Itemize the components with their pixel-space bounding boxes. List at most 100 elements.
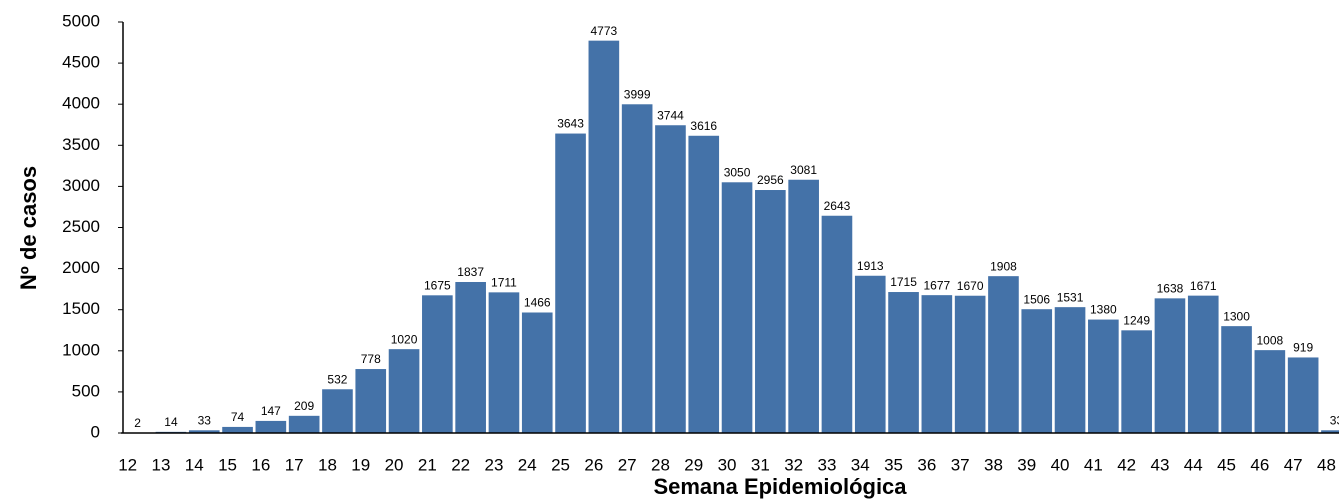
- value-label: 1020: [391, 332, 418, 346]
- value-label: 1677: [923, 278, 950, 292]
- bar: [355, 369, 387, 433]
- x-tick-label: 40: [1051, 455, 1070, 474]
- bar: [954, 295, 986, 433]
- bar: [1054, 307, 1086, 433]
- value-label: 14: [164, 415, 178, 429]
- x-tick-label: 21: [418, 455, 437, 474]
- y-tick-label: 4500: [62, 53, 100, 72]
- bar: [788, 179, 819, 433]
- x-tick-label: 18: [318, 455, 337, 474]
- bar: [755, 190, 786, 433]
- value-label: 147: [261, 404, 281, 418]
- x-tick-label: 35: [884, 455, 903, 474]
- x-tick-label: 39: [1017, 455, 1036, 474]
- x-tick-label: 17: [285, 455, 304, 474]
- x-tick-label: 37: [951, 455, 970, 474]
- value-label: 1380: [1090, 303, 1117, 317]
- bar: [988, 276, 1019, 433]
- value-label: 3744: [657, 108, 684, 122]
- bar: [288, 415, 320, 433]
- value-label: 1711: [491, 276, 517, 290]
- bar: [621, 104, 653, 434]
- value-label: 1531: [1057, 290, 1084, 304]
- bar: [854, 275, 886, 433]
- x-tick-label: 23: [484, 455, 503, 474]
- x-tick-label: 42: [1117, 455, 1136, 474]
- x-tick-label: 24: [518, 455, 537, 474]
- bar: [1021, 309, 1053, 433]
- value-label: 4773: [590, 24, 617, 38]
- value-label: 532: [327, 372, 347, 386]
- y-tick-label: 0: [91, 422, 100, 441]
- value-label: 1837: [457, 265, 484, 279]
- bar: [1254, 350, 1286, 433]
- bar: [188, 430, 220, 433]
- value-label: 1913: [857, 259, 884, 273]
- value-label: 2643: [824, 199, 851, 213]
- value-label: 3999: [624, 87, 651, 101]
- bar: [921, 295, 953, 433]
- bar: [521, 312, 553, 433]
- y-tick-label: 2000: [62, 258, 100, 277]
- x-tick-label: 32: [784, 455, 803, 474]
- value-label: 919: [1293, 341, 1313, 355]
- x-tick-label: 31: [751, 455, 770, 474]
- y-tick-label: 500: [72, 381, 100, 400]
- x-tick-label: 47: [1284, 455, 1303, 474]
- y-tick-label: 4000: [62, 94, 100, 113]
- x-tick-label: 43: [1150, 455, 1169, 474]
- bar: [1088, 319, 1119, 433]
- y-axis-title: Nº de casos: [16, 166, 41, 290]
- x-tick-label: 28: [651, 455, 670, 474]
- value-label: 1675: [424, 278, 451, 292]
- value-label: 1670: [957, 279, 984, 293]
- x-tick-label: 36: [917, 455, 936, 474]
- bar: [422, 295, 453, 433]
- value-label: 1008: [1256, 333, 1283, 347]
- value-label: 1908: [990, 259, 1017, 273]
- y-tick-label: 1500: [62, 299, 100, 318]
- value-label: 3643: [557, 117, 584, 131]
- bar: [588, 40, 620, 434]
- y-tick-label: 2500: [62, 217, 100, 236]
- bar: [1287, 357, 1319, 433]
- value-label: 33: [1330, 413, 1339, 427]
- value-label: 2: [134, 416, 141, 430]
- x-tick-label: 12: [118, 455, 137, 474]
- x-tick-label: 34: [851, 455, 870, 474]
- bar: [655, 125, 686, 434]
- value-label: 1638: [1157, 282, 1184, 296]
- x-tick-label: 16: [251, 455, 270, 474]
- bar: [255, 420, 287, 433]
- bar: [1221, 326, 1252, 433]
- value-label: 1466: [524, 296, 551, 310]
- value-label: 2956: [757, 173, 784, 187]
- value-label: 3081: [790, 163, 817, 177]
- x-tick-label: 38: [984, 455, 1003, 474]
- x-tick-label: 25: [551, 455, 570, 474]
- bar: [1187, 295, 1219, 433]
- x-tick-label: 45: [1217, 455, 1236, 474]
- value-label: 74: [231, 410, 245, 424]
- bar: [1154, 298, 1186, 433]
- x-tick-label: 19: [351, 455, 370, 474]
- value-label: 1715: [890, 275, 917, 289]
- value-label: 1249: [1123, 314, 1150, 328]
- bar: [455, 281, 486, 433]
- x-tick-label: 41: [1084, 455, 1103, 474]
- value-label: 3050: [724, 165, 751, 179]
- bar: [388, 349, 420, 433]
- x-tick-label: 30: [718, 455, 737, 474]
- bar: [555, 133, 586, 433]
- y-tick-label: 3000: [62, 176, 100, 195]
- x-tick-label: 13: [151, 455, 170, 474]
- value-label: 1300: [1223, 309, 1250, 323]
- bar: [821, 215, 853, 433]
- x-tick-label: 48: [1317, 455, 1336, 474]
- value-label: 1671: [1190, 279, 1217, 293]
- bar: [1321, 430, 1339, 433]
- x-tick-label: 22: [451, 455, 470, 474]
- bar: [1121, 330, 1152, 433]
